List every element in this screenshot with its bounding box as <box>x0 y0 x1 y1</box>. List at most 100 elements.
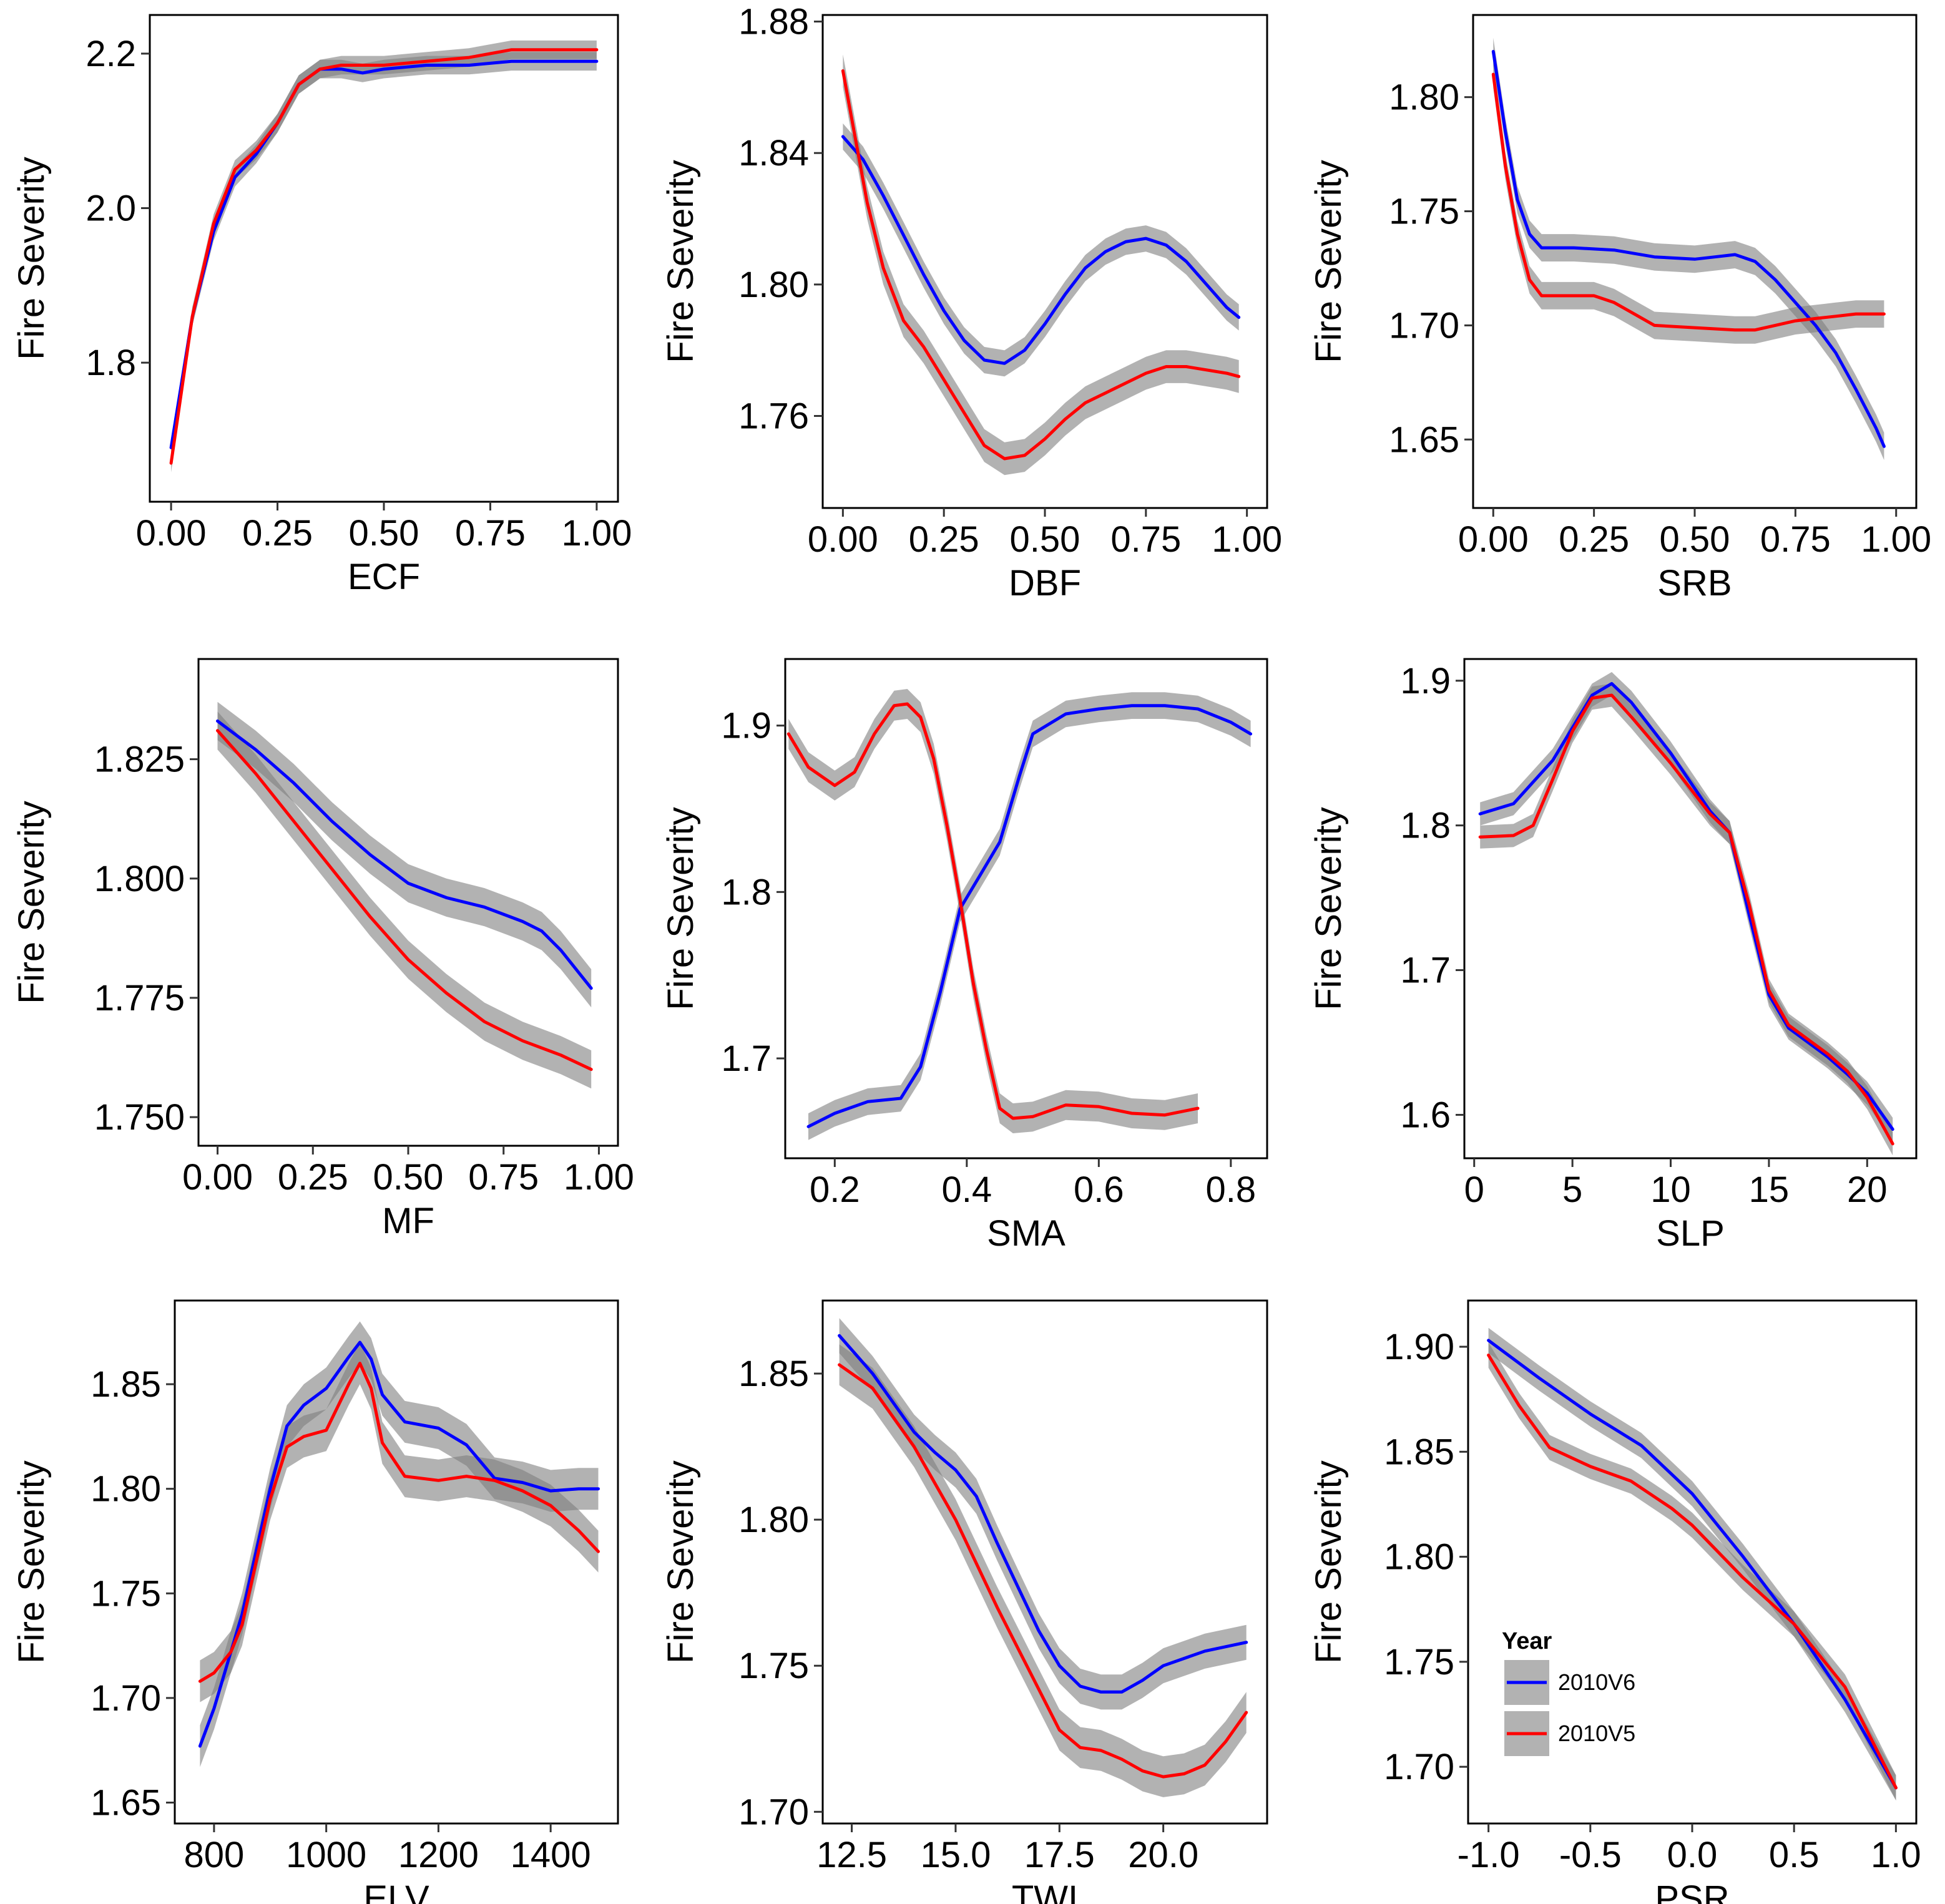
y-axis-title: Fire Severity <box>11 1460 52 1664</box>
series-line-2010v6 <box>806 704 1253 1128</box>
y-tick-label: 1.75 <box>91 1573 161 1614</box>
y-tick-label: 1.8 <box>1400 806 1451 846</box>
confidence-band-2010v6 <box>217 701 592 1008</box>
x-tick-label: 1200 <box>398 1835 479 1875</box>
confidence-band-2010v6 <box>1493 37 1884 461</box>
x-tick-label: 20.0 <box>1128 1835 1198 1875</box>
y-tick-label: 1.85 <box>1384 1432 1454 1472</box>
x-tick-label: 1.00 <box>561 513 632 554</box>
series-line-2010v6 <box>198 1340 600 1748</box>
x-tick-label: -1.0 <box>1458 1835 1520 1875</box>
series-line-2010v6 <box>841 135 1241 365</box>
series-line-2010v6 <box>1491 50 1886 448</box>
x-tick-label: -0.5 <box>1559 1835 1622 1875</box>
series-line-2010v5 <box>838 1363 1248 1779</box>
y-axis-title: Fire Severity <box>660 807 701 1010</box>
y-tick-label: 1.85 <box>738 1354 809 1394</box>
plot-frame <box>1463 658 1918 1159</box>
x-tick-label: 0.50 <box>373 1157 444 1198</box>
x-tick-label: 0.2 <box>810 1169 860 1210</box>
y-tick-label: 1.80 <box>1389 77 1459 118</box>
chart-panel-psr: -1.0 -0.5 0.0 0.5 1.0 1.70 1.75 1.80 1.85 1.90 PSR… <box>1308 1299 1921 1904</box>
y-tick-label: 2.0 <box>86 188 136 229</box>
confidence-band-2010v6 <box>808 692 1251 1140</box>
x-tick-label: 0.0 <box>1667 1835 1718 1875</box>
x-axis-title: ECF <box>348 557 420 597</box>
x-axis-title: SRB <box>1657 563 1732 603</box>
series-line-2010v6 <box>838 1334 1248 1694</box>
confidence-band-2010v5 <box>217 711 592 1089</box>
x-tick-label: 1000 <box>286 1835 366 1875</box>
x-tick-label: 0.50 <box>349 513 419 554</box>
y-tick-label: 1.65 <box>91 1782 161 1823</box>
y-axis-title: Fire Severity <box>11 801 52 1004</box>
confidence-band-2010v5 <box>788 689 1198 1133</box>
x-tick-label: 0.25 <box>909 519 979 560</box>
x-tick-label: 12.5 <box>816 1835 887 1875</box>
y-axis-title: Fire Severity <box>660 1460 701 1664</box>
x-tick-label: 10 <box>1650 1169 1691 1210</box>
y-tick-label: 1.65 <box>1389 419 1459 460</box>
x-tick-label: 0.00 <box>808 519 878 560</box>
confidence-band-2010v5 <box>843 54 1239 476</box>
y-tick-label: 1.70 <box>1389 305 1459 346</box>
confidence-band-2010v5 <box>1493 61 1884 344</box>
plot-frame <box>149 14 619 503</box>
y-tick-label: 1.75 <box>1389 192 1459 232</box>
x-tick-label: 17.5 <box>1024 1835 1095 1875</box>
x-axis-title: ELV <box>363 1878 429 1904</box>
chart-panel-srb: 0.00 0.25 0.50 0.75 1.00 1.65 1.70 1.75 1.80 SRB F… <box>1308 14 1931 603</box>
series-line-2010v6 <box>169 59 599 449</box>
y-axis-title: Fire Severity <box>11 157 52 360</box>
x-tick-label: 0.75 <box>1760 519 1831 560</box>
series-line-2010v5 <box>841 69 1241 461</box>
y-tick-label: 1.9 <box>721 706 772 746</box>
y-tick-label: 1.80 <box>738 1500 809 1540</box>
x-tick-label: 0.25 <box>242 513 313 554</box>
x-tick-label: 20 <box>1847 1169 1888 1210</box>
confidence-band-2010v5 <box>171 40 597 472</box>
y-tick-label: 1.80 <box>1384 1537 1454 1578</box>
series-line-2010v5 <box>198 1362 600 1683</box>
confidence-band-2010v5 <box>1488 1342 1896 1800</box>
y-tick-label: 1.7 <box>721 1038 772 1079</box>
x-tick-label: 800 <box>184 1835 245 1875</box>
chart-panel-elv: 800 1000 1200 1400 1.65 1.70 1.75 1.80 1.85 ELV Fi… <box>11 1299 619 1904</box>
confidence-band-2010v6 <box>200 1321 599 1767</box>
y-tick-label: 1.75 <box>738 1646 809 1686</box>
x-axis-title: SMA <box>987 1213 1066 1254</box>
series-line-2010v6 <box>216 719 593 990</box>
y-tick-label: 1.90 <box>1384 1327 1454 1367</box>
x-axis-title: MF <box>382 1201 434 1241</box>
x-tick-label: 1400 <box>511 1835 591 1875</box>
chart-panel-twi: 12.5 15.0 17.5 20.0 1.70 1.75 1.80 1.85 TWI Fire … <box>660 1299 1268 1904</box>
x-tick-label: 1.0 <box>1871 1835 1921 1875</box>
series-line-2010v5 <box>216 729 593 1072</box>
y-tick-label: 1.84 <box>738 133 809 173</box>
x-tick-label: 0 <box>1464 1169 1484 1210</box>
legend-label: 2010V5 <box>1558 1721 1635 1746</box>
series-line-2010v5 <box>169 48 599 465</box>
y-tick-label: 1.6 <box>1400 1095 1451 1135</box>
x-axis-title: TWI <box>1012 1878 1078 1904</box>
y-tick-label: 1.8 <box>86 343 136 383</box>
x-tick-label: 0.50 <box>1660 519 1730 560</box>
plot-frame <box>784 658 1268 1159</box>
x-tick-label: 0.4 <box>942 1169 992 1210</box>
x-tick-label: 0.8 <box>1206 1169 1257 1210</box>
y-axis-title: Fire Severity <box>660 160 701 363</box>
x-tick-label: 0.75 <box>468 1157 539 1198</box>
y-tick-label: 1.775 <box>94 978 185 1018</box>
y-tick-label: 1.80 <box>91 1469 161 1510</box>
confidence-band-2010v6 <box>843 123 1239 377</box>
y-axis-title: Fire Severity <box>1308 1460 1349 1664</box>
y-tick-label: 1.750 <box>94 1097 185 1138</box>
legend-label: 2010V6 <box>1558 1669 1635 1695</box>
x-tick-label: 1.00 <box>564 1157 634 1198</box>
y-tick-label: 1.70 <box>1384 1747 1454 1787</box>
x-tick-label: 0.00 <box>136 513 207 554</box>
x-axis-title: PSR <box>1655 1878 1729 1904</box>
plot-frame <box>174 1299 619 1825</box>
